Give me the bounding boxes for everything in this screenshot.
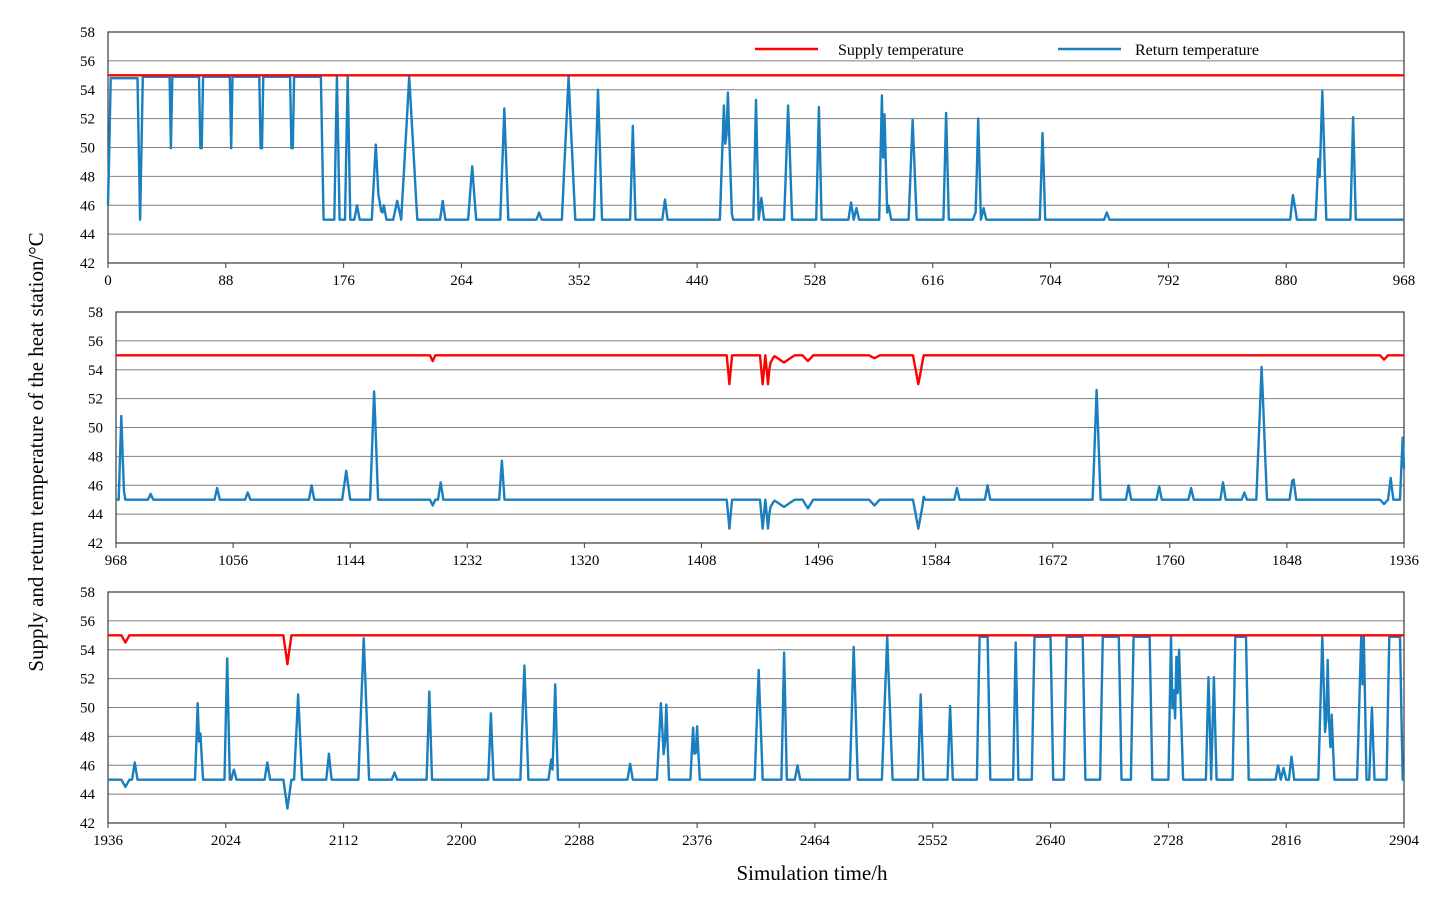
y-tick-label: 58 (88, 305, 103, 321)
y-tick-label: 50 (88, 421, 103, 437)
x-tick-label: 616 (921, 273, 944, 289)
y-tick-label: 54 (80, 643, 96, 659)
x-axis-title: Simulation time/h (736, 861, 888, 885)
y-tick-label: 48 (88, 449, 103, 465)
y-tick-label: 50 (80, 701, 95, 717)
supply-temperature-line (108, 634, 1404, 666)
x-tick-label: 2904 (1389, 833, 1420, 849)
y-tick-label: 54 (80, 83, 96, 99)
x-tick-label: 2728 (1153, 833, 1183, 849)
y-tick-label: 58 (80, 25, 95, 41)
y-tick-label: 56 (80, 614, 96, 630)
plot-frame (107, 591, 1405, 824)
x-tick-label: 0 (104, 273, 112, 289)
x-tick-label: 2200 (446, 833, 476, 849)
y-tick-label: 56 (80, 54, 96, 70)
y-tick-label: 44 (80, 787, 96, 803)
y-tick-label: 46 (88, 478, 104, 494)
x-tick-label: 528 (804, 273, 827, 289)
chart-panel-3: 42 44 46 48 50 52 54 56 58 1936 2024 2112 2200 2288 23… (80, 585, 1420, 849)
plot-frame (107, 31, 1405, 264)
x-tick-label: 2112 (329, 833, 358, 849)
x-tick-label: 1408 (686, 553, 716, 569)
chart-panel-1: 42 44 46 48 50 52 54 56 58 0 88 176 264 352 440 528 616 7… (80, 25, 1415, 289)
y-tick-label: 52 (80, 112, 95, 128)
legend: Supply temperature Return temperature (755, 42, 1259, 59)
y-tick-label: 46 (80, 198, 96, 214)
x-tick-label: 1584 (921, 553, 952, 569)
y-tick-label: 50 (80, 141, 95, 157)
return-temperature-line (116, 365, 1406, 530)
y-tick-label: 44 (88, 507, 104, 523)
y-tick-label: 42 (88, 536, 103, 552)
x-tick-label: 2464 (800, 833, 831, 849)
x-tick-label: 1936 (93, 833, 124, 849)
legend-label-return: Return temperature (1135, 42, 1259, 59)
return-temperature-line (108, 635, 1404, 810)
x-tick-label: 2640 (1036, 833, 1066, 849)
x-tick-label: 792 (1157, 273, 1180, 289)
x-tick-label: 704 (1039, 273, 1062, 289)
y-tick-label: 44 (80, 227, 96, 243)
legend-label-supply: Supply temperature (838, 42, 964, 59)
y-tick-label: 48 (80, 169, 95, 185)
x-tick-label: 2376 (682, 833, 713, 849)
y-tick-label: 54 (88, 363, 104, 379)
x-tick-label: 352 (568, 273, 591, 289)
x-tick-label: 880 (1275, 273, 1298, 289)
chart-panel-2: 42 44 46 48 50 52 54 56 58 968 1056 1144 1232 1320 140… (88, 305, 1420, 569)
y-tick-label: 42 (80, 256, 95, 272)
x-tick-label: 2288 (564, 833, 594, 849)
return-temperature-line (106, 75, 1404, 221)
y-tick-label: 58 (80, 585, 95, 601)
x-tick-label: 264 (450, 273, 473, 289)
x-tick-label: 1232 (452, 553, 482, 569)
x-tick-label: 1936 (1389, 553, 1420, 569)
x-tick-label: 1672 (1038, 553, 1068, 569)
x-tick-label: 1144 (335, 553, 365, 569)
x-tick-label: 1320 (569, 553, 599, 569)
y-tick-label: 56 (88, 334, 104, 350)
x-tick-label: 88 (218, 273, 233, 289)
y-tick-label: 46 (80, 758, 96, 774)
x-tick-label: 440 (686, 273, 709, 289)
y-tick-label: 52 (88, 392, 103, 408)
x-tick-label: 2816 (1271, 833, 1302, 849)
x-tick-label: 968 (1393, 273, 1416, 289)
y-axis-title: Supply and return temperature of the hea… (24, 232, 48, 671)
x-tick-label: 1496 (804, 553, 835, 569)
plot-frame (115, 311, 1405, 544)
x-tick-label: 1056 (218, 553, 249, 569)
x-tick-label: 1760 (1155, 553, 1185, 569)
supply-temperature-line (116, 354, 1404, 386)
y-tick-label: 42 (80, 816, 95, 832)
x-tick-label: 176 (332, 273, 355, 289)
x-tick-label: 2552 (918, 833, 948, 849)
x-tick-label: 1848 (1272, 553, 1302, 569)
y-tick-label: 52 (80, 672, 95, 688)
y-tick-label: 48 (80, 729, 95, 745)
x-tick-label: 2024 (211, 833, 242, 849)
x-tick-label: 968 (105, 553, 128, 569)
